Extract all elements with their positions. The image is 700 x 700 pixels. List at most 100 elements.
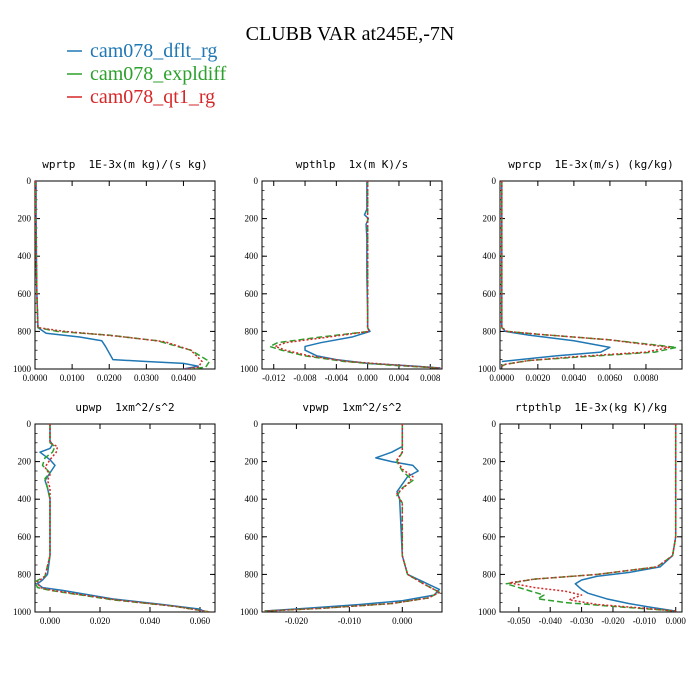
y-tick-label: 600	[245, 289, 259, 299]
plot-frame	[499, 423, 683, 613]
series-group	[35, 424, 211, 612]
series-line-cam078_dflt_rg	[35, 181, 200, 369]
series-line-cam078_dflt_rg	[36, 424, 206, 612]
y-tick-label: 400	[483, 251, 497, 261]
chart-panel-4: upwp 1xm^2/s^2 0 200 400 600 800 1000 0.000 0.02…	[13, 401, 216, 626]
series-line-cam078_dflt_rg	[574, 424, 677, 612]
chart-panel-3: wprcp 1E-3x(m/s) (kg/kg) 0 200 400 600 800 100…	[478, 158, 683, 383]
panel-title: upwp 1xm^2/s^2	[75, 401, 174, 414]
y-tick-label: 600	[245, 532, 259, 542]
x-tick-label: -0.020	[601, 616, 625, 626]
x-tick-label: 0.0080	[634, 373, 659, 383]
y-tick-label: 800	[245, 569, 259, 579]
panel-title: vpwp 1xm^2/s^2	[302, 401, 401, 414]
y-tick-label: 800	[245, 326, 259, 336]
series-group	[501, 181, 678, 367]
x-tick-label: 0.0000	[23, 373, 48, 383]
x-tick-label: 0.0100	[60, 373, 85, 383]
y-tick-label: 600	[18, 532, 32, 542]
legend-label: cam078_dflt_rg	[90, 40, 217, 62]
x-tick-label: -0.010	[338, 616, 362, 626]
panel-title: wprtp 1E-3x(m kg)/(s kg)	[42, 158, 208, 171]
x-tick-label: 0.0060	[598, 373, 623, 383]
y-tick-label: 400	[483, 494, 497, 504]
x-tick-label: 0.000	[392, 616, 413, 626]
y-tick-label: 0	[27, 419, 32, 429]
series-group	[264, 424, 441, 612]
y-tick-label: 600	[483, 289, 497, 299]
series-line-cam078_qt1_rg	[36, 424, 211, 612]
y-tick-label: 0	[492, 419, 497, 429]
series-line-cam078_expldiff	[269, 181, 441, 369]
series-line-cam078_qt1_rg	[264, 424, 441, 612]
y-tick-label: 800	[18, 326, 32, 336]
y-tick-label: 200	[483, 457, 497, 467]
chart-panels: wprtp 1E-3x(m kg)/(s kg) 0 200 400 600 800 100…	[13, 158, 686, 626]
y-tick-label: 800	[483, 569, 497, 579]
y-tick-label: 400	[18, 251, 32, 261]
x-tick-label: -0.050	[507, 616, 531, 626]
series-line-cam078_dflt_rg	[501, 181, 611, 363]
y-tick-label: 200	[245, 214, 259, 224]
plot-frame	[261, 180, 443, 370]
y-tick-label: 600	[18, 289, 32, 299]
y-tick-label: 1000	[478, 607, 497, 617]
y-tick-label: 600	[483, 532, 497, 542]
x-tick-label: 0.0040	[562, 373, 587, 383]
chart-panel-6: rtpthlp 1E-3x(kg K)/kg02004006008001000-…	[478, 401, 686, 626]
series-group	[269, 181, 441, 369]
y-tick-label: 1000	[478, 364, 497, 374]
series-line-cam078_expldiff	[505, 424, 677, 612]
legend-label: cam078_qt1_rg	[90, 86, 215, 108]
series-line-cam078_expldiff	[35, 181, 211, 369]
chart-panel-2: wpthlp 1x(m K)/s02004006008001000-0.012-…	[240, 158, 443, 383]
series-line-cam078_qt1_rg	[274, 181, 441, 369]
y-tick-label: 200	[18, 214, 32, 224]
legend: cam078_dflt_rgcam078_expldiffcam078_qt1_…	[67, 40, 227, 108]
series-line-cam078_dflt_rg	[304, 181, 441, 369]
x-tick-label: 0.0000	[489, 373, 514, 383]
x-tick-label: -0.012	[262, 373, 285, 383]
y-tick-label: 0	[254, 419, 259, 429]
y-tick-label: 0	[27, 176, 32, 186]
x-tick-label: 0.020	[90, 616, 111, 626]
x-tick-label: 0.000	[666, 616, 687, 626]
x-tick-label: 0.004	[389, 373, 410, 383]
y-tick-label: 200	[18, 457, 32, 467]
x-tick-label: 0.0300	[134, 373, 159, 383]
x-tick-label: -0.040	[539, 616, 563, 626]
plot-frame	[34, 180, 216, 370]
series-line-cam078_expldiff	[501, 181, 678, 367]
y-tick-label: 1000	[13, 607, 32, 617]
x-tick-label: 0.0400	[171, 373, 196, 383]
legend-label: cam078_expldiff	[90, 63, 227, 85]
x-tick-label: -0.008	[293, 373, 317, 383]
y-tick-label: 1000	[240, 607, 259, 617]
series-group	[505, 424, 677, 612]
series-line-cam078_dflt_rg	[264, 424, 441, 612]
chart-panel-1: wprtp 1E-3x(m kg)/(s kg) 0 200 400 600 800 100…	[13, 158, 216, 383]
y-tick-label: 0	[492, 176, 497, 186]
x-tick-label: 0.060	[190, 616, 211, 626]
y-tick-label: 400	[245, 494, 259, 504]
x-tick-label: 0.008	[420, 373, 441, 383]
chart-panel-5: vpwp 1xm^2/s^2 0 200 400 600 800 1000 -0.020 -0.…	[240, 401, 443, 626]
x-tick-label: 0.000	[40, 616, 61, 626]
plot-frame	[499, 180, 683, 370]
x-tick-label: -0.010	[633, 616, 657, 626]
y-tick-label: 0	[254, 176, 259, 186]
x-tick-label: -0.030	[570, 616, 594, 626]
series-group	[35, 181, 211, 369]
y-tick-label: 800	[483, 326, 497, 336]
panel-title: wpthlp 1x(m K)/s	[296, 158, 409, 171]
x-tick-label: 0.000	[358, 373, 379, 383]
series-line-cam078_qt1_rg	[501, 181, 671, 367]
panel-title: wprcp 1E-3x(m/s) (kg/kg)	[508, 158, 674, 171]
series-line-cam078_qt1_rg	[508, 424, 677, 612]
y-tick-label: 800	[18, 569, 32, 579]
x-tick-label: 0.0020	[525, 373, 550, 383]
y-tick-label: 200	[483, 214, 497, 224]
y-tick-label: 200	[245, 457, 259, 467]
y-tick-label: 400	[18, 494, 32, 504]
